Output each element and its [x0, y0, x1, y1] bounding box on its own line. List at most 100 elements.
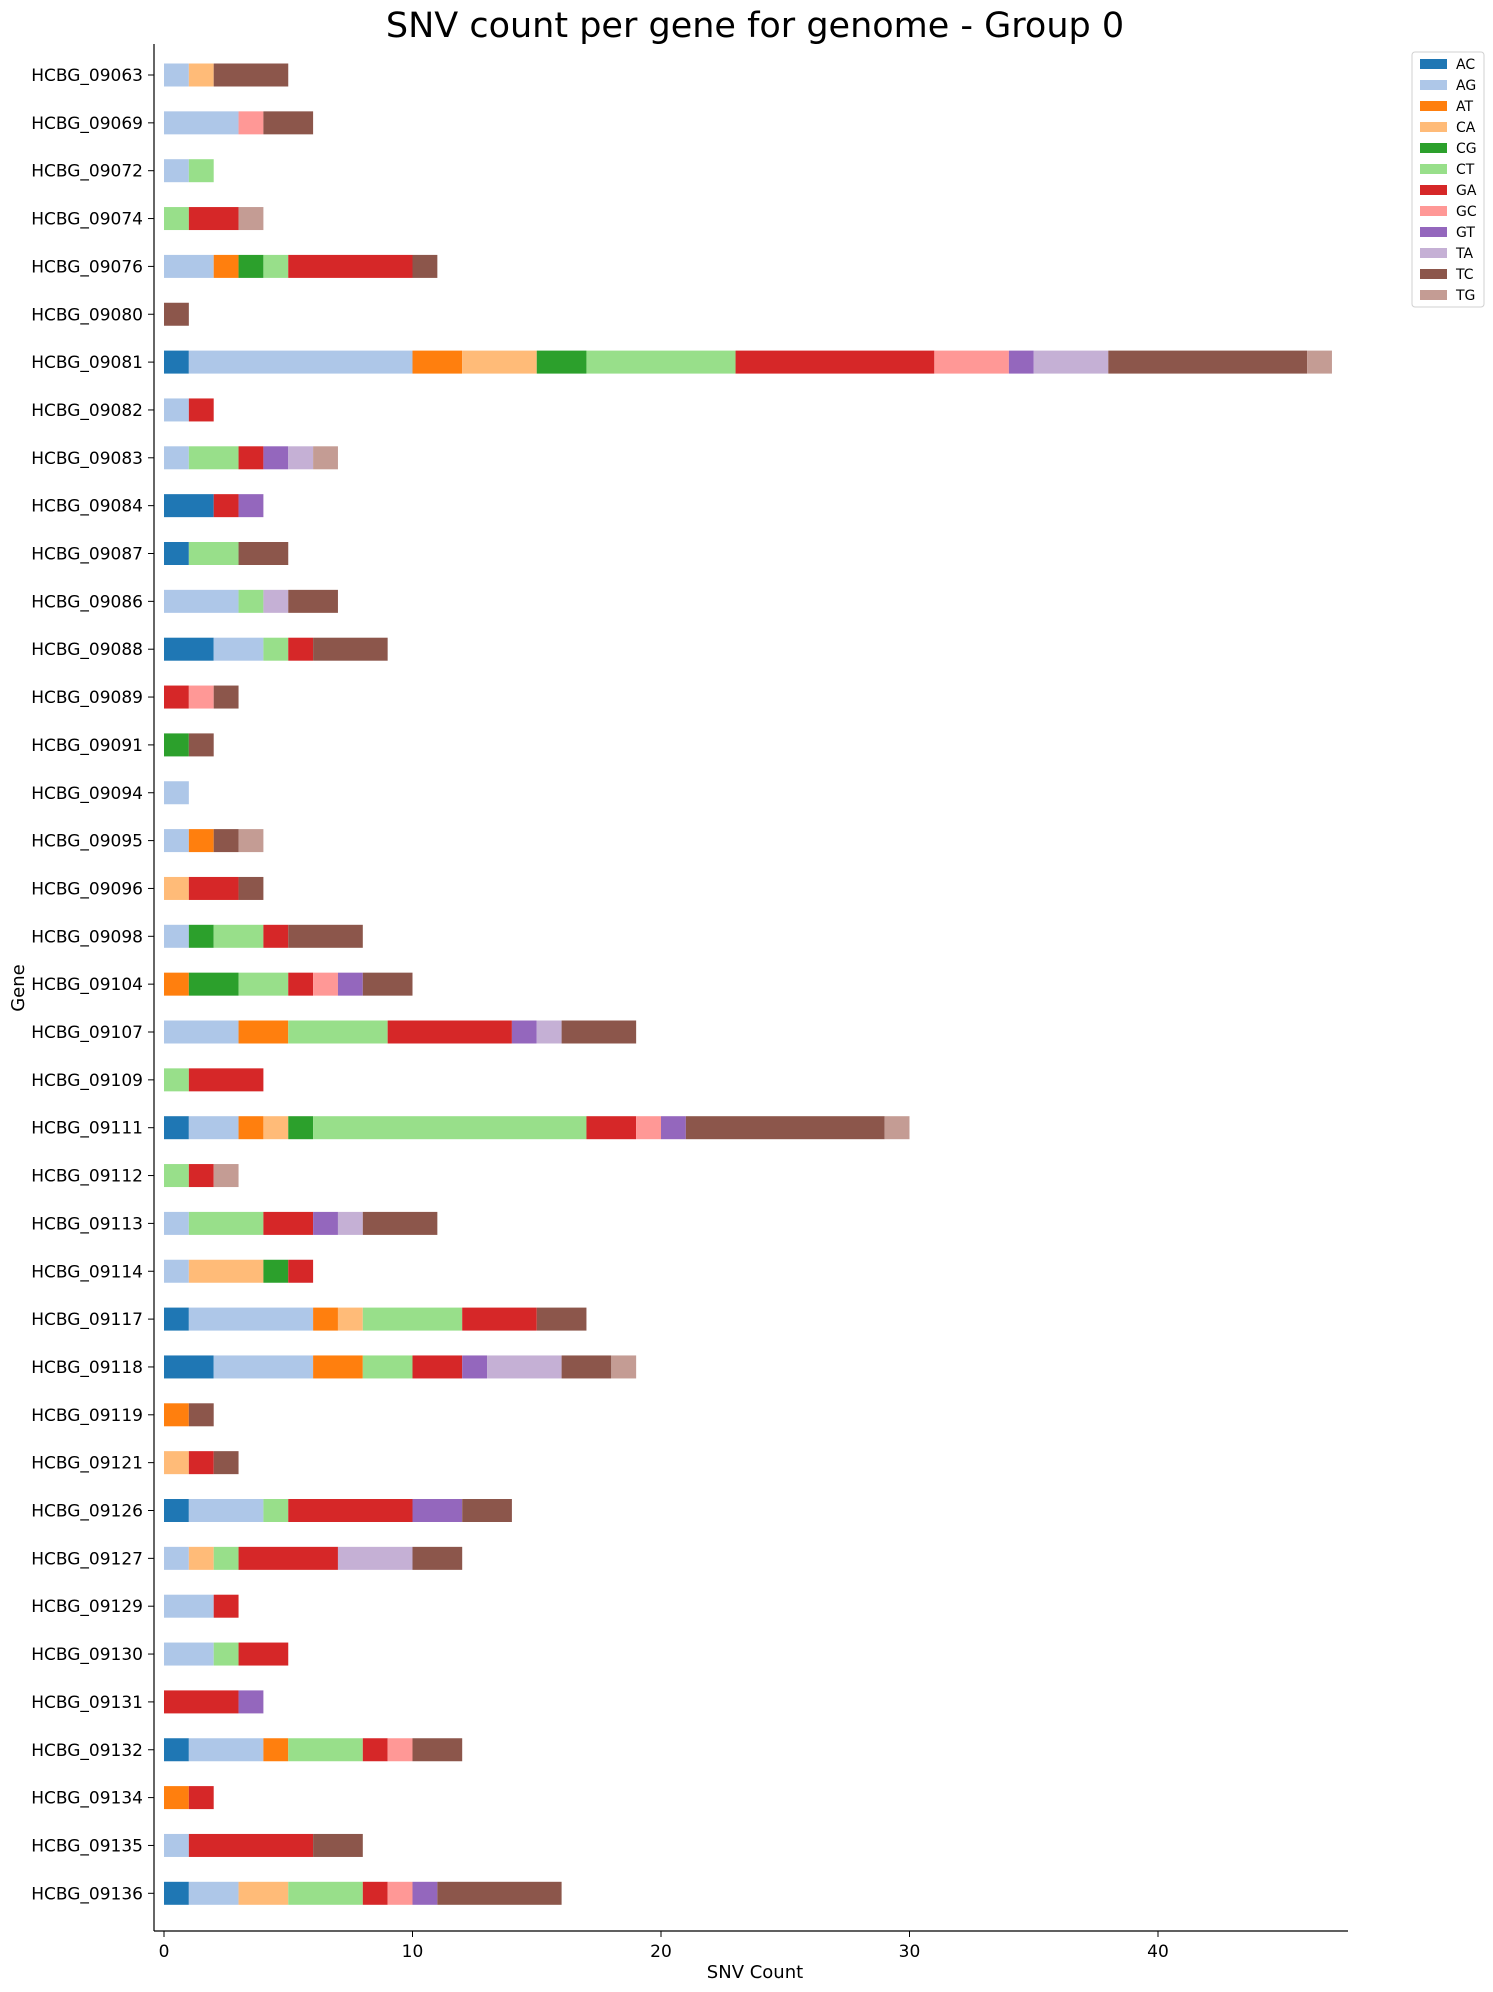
legend-label-at: AT — [1456, 99, 1473, 115]
legend-swatch-ta — [1420, 248, 1447, 258]
y-tick-label-hcbg_09111: HCBG_09111 — [31, 1119, 143, 1139]
bar-segment-at-hcbg_09076 — [213, 254, 239, 278]
bar-segment-ga-hcbg_09082 — [188, 398, 214, 422]
x-tick-label-40: 40 — [1147, 1942, 1169, 1962]
bar-segment-ca-hcbg_09136 — [238, 1881, 289, 1905]
bar-segment-ga-hcbg_09084 — [213, 494, 239, 518]
bar-segment-at-hcbg_09104 — [164, 972, 189, 996]
x-tick-label-30: 30 — [899, 1942, 921, 1962]
bar-segment-ca-hcbg_09114 — [188, 1259, 264, 1283]
bar-segment-tc-hcbg_09111 — [685, 1116, 885, 1140]
legend-label-ga: GA — [1456, 183, 1477, 199]
bar-segment-tc-hcbg_09080 — [164, 302, 189, 326]
bar-segment-tc-hcbg_09113 — [362, 1211, 438, 1235]
y-tick-labels: HCBG_09063 HCBG_09069 HCBG_09072 HCBG_09074… — [31, 66, 154, 1904]
bar-segment-tc-hcbg_09089 — [213, 685, 239, 709]
bar-segment-cg-hcbg_09111 — [288, 1116, 314, 1140]
legend-label-gc: GC — [1456, 204, 1477, 220]
bar-segment-ag-hcbg_09130 — [164, 1642, 214, 1666]
y-tick-label-hcbg_09087: HCBG_09087 — [31, 545, 143, 565]
bar-segment-ga-hcbg_09130 — [238, 1642, 289, 1666]
bar-segment-ag-hcbg_09082 — [164, 398, 189, 422]
bar-segment-ag-hcbg_09127 — [164, 1546, 189, 1570]
y-tick-label-hcbg_09112: HCBG_09112 — [31, 1167, 143, 1187]
y-tick-label-hcbg_09113: HCBG_09113 — [31, 1214, 143, 1234]
y-tick-label-hcbg_09082: HCBG_09082 — [31, 401, 143, 421]
bar-segment-ag-hcbg_09117 — [188, 1307, 314, 1331]
bar-segment-ag-hcbg_09095 — [164, 829, 189, 853]
bar-segment-ga-hcbg_09114 — [288, 1259, 314, 1283]
legend-label-ct: CT — [1456, 162, 1475, 178]
bar-segment-ct-hcbg_09107 — [288, 1020, 388, 1044]
bar-segment-tc-hcbg_09081 — [1108, 350, 1308, 374]
bar-segment-at-hcbg_09119 — [164, 1403, 189, 1427]
bar-segment-at-hcbg_09107 — [238, 1020, 289, 1044]
bar-segment-ct-hcbg_09112 — [164, 1164, 189, 1188]
bar-segment-tc-hcbg_09095 — [213, 829, 239, 853]
chart-title: SNV count per gene for genome - Group 0 — [386, 6, 1124, 46]
legend-swatch-ct — [1420, 164, 1447, 174]
bar-segment-tc-hcbg_09107 — [561, 1020, 637, 1044]
y-tick-label-hcbg_09130: HCBG_09130 — [31, 1645, 143, 1665]
y-tick-label-hcbg_09076: HCBG_09076 — [31, 257, 143, 277]
y-tick-label-hcbg_09074: HCBG_09074 — [31, 210, 143, 230]
bar-segment-tc-hcbg_09088 — [313, 637, 388, 661]
bar-segment-ga-hcbg_09107 — [387, 1020, 512, 1044]
bar-segment-ca-hcbg_09096 — [164, 876, 189, 900]
bar-segment-tc-hcbg_09132 — [412, 1738, 463, 1762]
bar-segment-tg-hcbg_09074 — [238, 207, 264, 231]
y-tick-label-hcbg_09080: HCBG_09080 — [31, 305, 143, 325]
bar-segment-ct-hcbg_09098 — [213, 924, 264, 948]
y-tick-label-hcbg_09081: HCBG_09081 — [31, 353, 143, 373]
bar-segment-ta-hcbg_09127 — [337, 1546, 413, 1570]
bar-segment-ag-hcbg_09086 — [164, 589, 239, 613]
bar-segment-tc-hcbg_09127 — [412, 1546, 463, 1570]
bar-segment-cg-hcbg_09104 — [188, 972, 239, 996]
y-tick-label-hcbg_09089: HCBG_09089 — [31, 688, 143, 708]
bar-segment-ga-hcbg_09076 — [288, 254, 413, 278]
legend-label-gt: GT — [1456, 225, 1475, 241]
bar-segment-cg-hcbg_09114 — [263, 1259, 289, 1283]
bar-segment-ct-hcbg_09088 — [263, 637, 289, 661]
bar-segment-cg-hcbg_09091 — [164, 733, 189, 757]
y-tick-label-hcbg_09129: HCBG_09129 — [31, 1597, 143, 1617]
bar-segment-gt-hcbg_09126 — [412, 1499, 463, 1522]
bar-segment-ga-hcbg_09121 — [188, 1451, 214, 1475]
legend: AC AG AT CA CG CT GA GC GT TA TC TG — [1411, 51, 1485, 308]
bar-segment-ct-hcbg_09113 — [188, 1211, 264, 1235]
legend-swatch-ac — [1420, 59, 1447, 69]
bar-segment-ac-hcbg_09084 — [164, 494, 214, 518]
legend-label-tc: TC — [1455, 267, 1474, 283]
bar-segment-tc-hcbg_09063 — [213, 63, 289, 87]
bar-segment-ac-hcbg_09136 — [164, 1881, 189, 1905]
y-tick-label-hcbg_09127: HCBG_09127 — [31, 1549, 143, 1569]
bar-segment-ag-hcbg_09107 — [164, 1020, 239, 1044]
bar-segment-ta-hcbg_09086 — [263, 589, 289, 613]
bar-segment-ac-hcbg_09111 — [164, 1116, 189, 1140]
x-tick-label-10: 10 — [402, 1942, 424, 1962]
bar-segment-ga-hcbg_09117 — [462, 1307, 537, 1331]
legend-swatch-ag — [1420, 80, 1447, 90]
legend-label-ag: AG — [1456, 78, 1476, 94]
bar-segment-gt-hcbg_09118 — [462, 1355, 488, 1379]
bar-segment-ga-hcbg_09104 — [288, 972, 314, 996]
bar-segment-ga-hcbg_09111 — [586, 1116, 637, 1140]
y-tick-label-hcbg_09126: HCBG_09126 — [31, 1502, 143, 1522]
legend-label-ta: TA — [1455, 246, 1473, 262]
bar-segment-tc-hcbg_09136 — [437, 1881, 562, 1905]
bar-segment-ag-hcbg_09113 — [164, 1211, 189, 1235]
legend-swatch-ga — [1420, 185, 1447, 195]
y-tick-label-hcbg_09095: HCBG_09095 — [31, 832, 143, 852]
bar-segment-gc-hcbg_09132 — [387, 1738, 413, 1762]
bar-segment-ag-hcbg_09069 — [164, 111, 239, 135]
bar-segment-cg-hcbg_09081 — [536, 350, 587, 374]
bar-segment-ca-hcbg_09081 — [462, 350, 537, 374]
bar-segment-ga-hcbg_09131 — [164, 1690, 239, 1714]
bar-segment-cg-hcbg_09076 — [238, 254, 264, 278]
y-tick-label-hcbg_09091: HCBG_09091 — [31, 736, 143, 756]
y-tick-label-hcbg_09132: HCBG_09132 — [31, 1741, 143, 1761]
y-tick-label-hcbg_09088: HCBG_09088 — [31, 640, 143, 660]
bar-segment-gt-hcbg_09104 — [337, 972, 363, 996]
bar-segment-gt-hcbg_09131 — [238, 1690, 264, 1714]
bar-segment-tc-hcbg_09104 — [362, 972, 413, 996]
